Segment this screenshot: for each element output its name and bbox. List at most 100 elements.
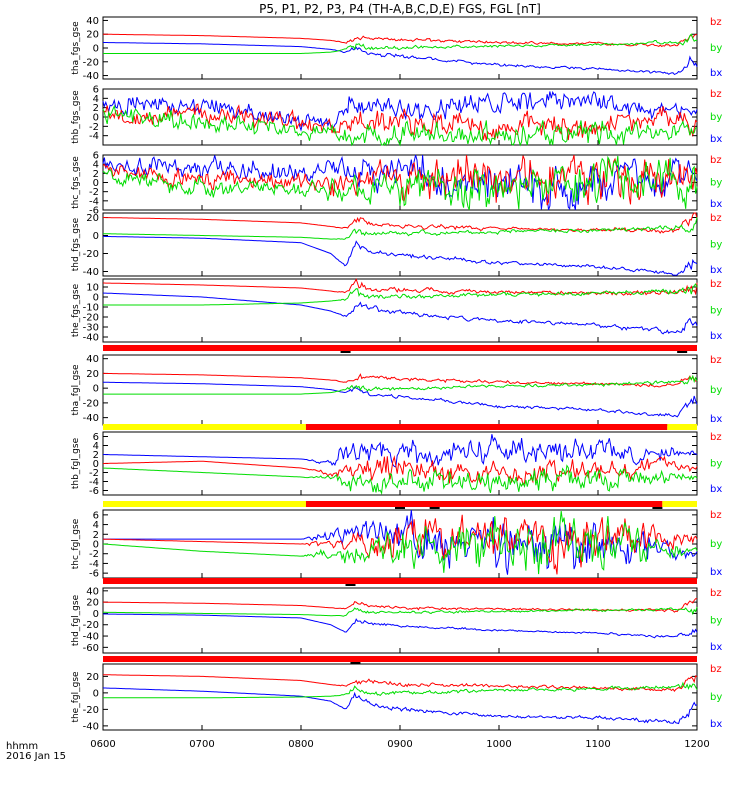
y-tick-label: 2	[93, 450, 99, 461]
flag-segment-red	[305, 424, 668, 430]
y-tick-label: 6	[93, 85, 99, 96]
series-by-thb_fgl_gse	[102, 464, 698, 495]
y-tick-label: 0	[93, 178, 99, 189]
panel-ylabel: thb_fgs_gse	[71, 90, 81, 144]
y-tick-label: -6	[89, 206, 99, 217]
legend-bx: bx	[710, 642, 722, 653]
y-tick-label: -40	[83, 413, 99, 424]
y-tick-label: -20	[83, 249, 99, 260]
x-tick-label: 1100	[585, 739, 610, 750]
time-axis: 0600 0700 0800 0900 1000 1100 1200	[90, 739, 709, 750]
y-tick-label: 0	[93, 384, 99, 395]
flag-segment-yellow	[103, 424, 306, 430]
flag-bar	[103, 345, 697, 353]
series-bx-thb_fgl_gse	[103, 434, 698, 468]
legend-by: by	[710, 306, 722, 317]
y-tick-label: 0	[93, 113, 99, 124]
y-tick-label: 20	[86, 598, 99, 609]
flag-bar	[103, 424, 697, 430]
y-tick-label: -20	[83, 313, 99, 324]
y-tick-label: 0	[93, 688, 99, 699]
series-by-thd_fgl_gse	[103, 606, 698, 617]
flag-mark	[652, 507, 663, 509]
y-tick-label: -4	[89, 477, 99, 488]
legend-bx: bx	[710, 134, 722, 145]
x-tick-label: 0900	[387, 739, 412, 750]
y-tick-label: -6	[89, 569, 99, 580]
flag-bar	[103, 501, 697, 509]
legend-bx: bx	[710, 719, 722, 730]
legend-bz: bz	[710, 510, 722, 521]
legend-by: by	[710, 112, 722, 123]
panel-ylabel: the_fgl_gse	[71, 671, 81, 723]
series-bz-thb_fgl_gse	[103, 455, 698, 486]
y-tick-label: -40	[83, 267, 99, 278]
y-tick-label: -2	[89, 187, 99, 198]
y-tick-label: 6	[93, 151, 99, 162]
legend-bz: bz	[710, 279, 722, 290]
flag-bar	[103, 578, 697, 586]
legend-by: by	[710, 385, 722, 396]
flag-mark	[350, 662, 361, 664]
flag-bars-layer	[103, 345, 697, 664]
y-tick-label: 0	[93, 231, 99, 242]
legend-bx: bx	[710, 484, 722, 495]
flag-segment-red	[103, 345, 697, 351]
y-tick-label: -40	[83, 632, 99, 643]
panel-ylabel: the_fgs_gse	[71, 283, 81, 337]
y-tick-label: 20	[86, 369, 99, 380]
y-tick-label: -20	[83, 398, 99, 409]
series-by-thc_fgs_gse	[102, 155, 698, 211]
x-tick-label: 0800	[288, 739, 313, 750]
series-bz-the_fgs_gse	[103, 278, 698, 296]
y-tick-label: 20	[86, 30, 99, 41]
legend-by: by	[710, 616, 722, 627]
panel-ylabel: thc_fgl_gse	[71, 518, 81, 569]
y-tick-label: 2	[93, 530, 99, 541]
panel-frame	[102, 587, 698, 654]
legend-bz: bz	[710, 664, 722, 675]
y-tick-label: 0	[93, 459, 99, 470]
series-bz-tha_fgs_gse	[103, 33, 697, 47]
panel-ylabel: tha_fgs_gse	[71, 21, 81, 75]
y-tick-label: 2	[93, 169, 99, 180]
series-bx-thd_fgl_gse	[103, 613, 698, 639]
y-tick-label: -2	[89, 122, 99, 133]
series-bx-the_fgs_gse	[102, 292, 698, 335]
series-bz-thc_fgs_gse	[102, 154, 698, 206]
y-tick-label: 4	[93, 94, 99, 105]
x-tick-label: 1000	[486, 739, 511, 750]
y-tick-label: 40	[86, 16, 99, 27]
y-tick-label: -4	[89, 131, 99, 142]
legend-by: by	[710, 43, 722, 54]
legend-bx: bx	[710, 199, 722, 210]
flag-mark	[395, 507, 405, 509]
y-tick-label: 4	[93, 441, 99, 452]
legend-bx: bx	[710, 567, 722, 578]
panel-frame	[102, 663, 698, 731]
flag-mark	[345, 584, 356, 586]
flag-segment-yellow	[667, 424, 697, 430]
series-bz-thd_fgl_gse	[103, 598, 698, 613]
x-tick-label: 0600	[90, 739, 115, 750]
time-axis-label-date: 2016 Jan 15	[6, 751, 66, 762]
legend-bz: bz	[710, 588, 722, 599]
series-bx-the_fgl_gse	[102, 687, 698, 725]
legend-bz: bz	[710, 89, 722, 100]
y-tick-label: -4	[89, 196, 99, 207]
series-by-thb_fgs_gse	[102, 104, 698, 147]
flag-mark	[677, 351, 688, 353]
y-tick-label: -6	[89, 486, 99, 497]
y-tick-label: -4	[89, 559, 99, 570]
series-bx-thd_fgs_gse	[103, 235, 698, 276]
legend-bz: bz	[710, 213, 722, 224]
flag-segment-red	[103, 656, 697, 662]
